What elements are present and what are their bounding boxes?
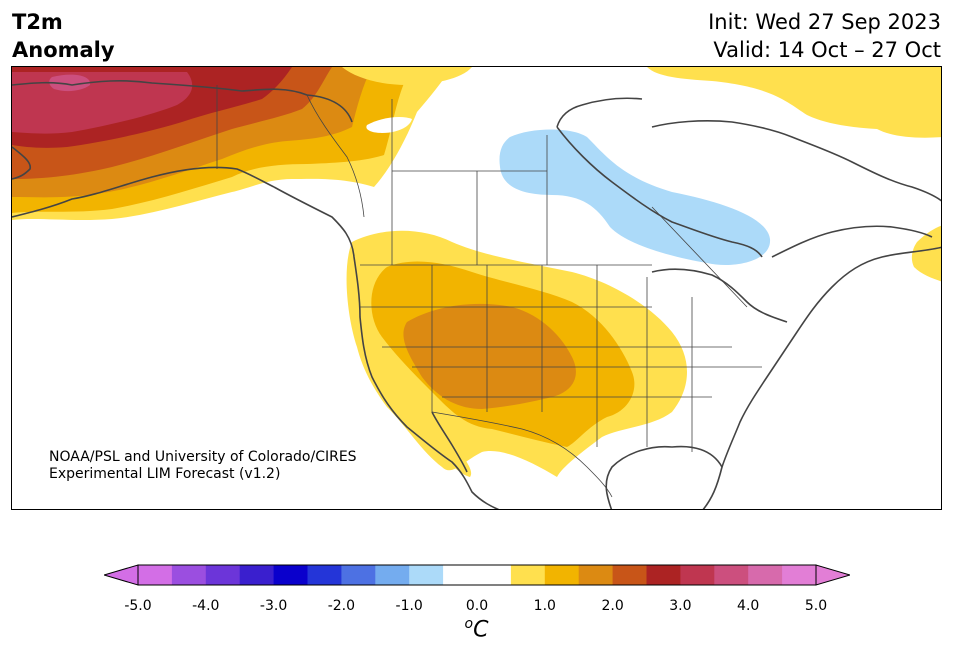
colorbar-cell [714, 565, 749, 585]
colorbar-cell [680, 565, 715, 585]
great-lakes [651, 268, 788, 323]
colorbar-cell [544, 565, 580, 585]
warm-anomaly-arctic-east [647, 67, 941, 138]
warm-anomaly-baja [430, 422, 472, 477]
colorbar-tick-labels: -5.0 -4.0 -3.0 -2.0 -1.0 0.0 1.0 2.0 3.0 4.0 5.0 [0, 598, 953, 618]
forecast-dates: Init: Wed 27 Sep 2023 Valid: 14 Oct – 27… [708, 8, 941, 64]
unit-letter: C [473, 617, 489, 643]
credit-line-2: Experimental LIM Forecast (v1.2) [49, 466, 281, 482]
warm-anomaly-northwest-4 [49, 74, 91, 92]
colorbar-cell [646, 565, 681, 585]
warm-anomaly-arctic-north [342, 67, 472, 85]
arctic-islands [651, 120, 941, 202]
alaska-south-coast [12, 166, 275, 218]
colorbar-tick-label: 3.0 [669, 598, 692, 614]
hudson-bay-west [556, 97, 643, 128]
warm-anomaly-west-2 [403, 303, 576, 409]
labrador-coast [771, 225, 933, 258]
coastlines [12, 80, 941, 509]
colorbar-cell [578, 565, 614, 585]
warm-anomaly-labrador [911, 225, 941, 282]
colorbar-tick-label: 1.0 [533, 598, 556, 614]
colorbar-tick-label: 4.0 [737, 598, 760, 614]
hudson-bay-coast [556, 126, 763, 258]
baja-coast [431, 411, 468, 473]
quantity-label: Anomaly [12, 38, 115, 62]
colorbar-cell [205, 565, 241, 585]
cold-anomaly-hudson-bay [499, 129, 771, 266]
colorbar-tick-label: 2.0 [601, 598, 624, 614]
colorbar-cell [375, 565, 410, 585]
variable-label: T2m [12, 10, 63, 34]
colorbar-cell [273, 565, 308, 585]
pacific-coast [273, 186, 500, 509]
credit-line-1: NOAA/PSL and University of Colorado/CIRE… [49, 449, 357, 465]
colorbar-tick-label: -3.0 [259, 598, 288, 614]
colorbar-cell [510, 565, 546, 585]
colorbar-cell [612, 565, 647, 585]
colorbar-tick-label: -5.0 [124, 598, 152, 614]
colorbar-tick-label: 0.0 [465, 598, 489, 614]
colorbar-cell [782, 565, 817, 585]
colorbar-over-arrow [815, 564, 850, 586]
colorbar-cell [409, 565, 444, 585]
colorbar-under-arrow [104, 564, 139, 586]
colorbar-cell [443, 565, 478, 585]
colorbar-cell [171, 565, 207, 585]
credit-text: NOAA/PSL and University of Colorado/CIRE… [49, 449, 357, 483]
anomaly-map-svg [12, 67, 941, 509]
alaska-southwest-coast [12, 146, 32, 180]
map-title: T2m Anomaly [12, 8, 115, 64]
colorbar-cell [239, 565, 275, 585]
atlantic-coast [721, 246, 941, 468]
ice-patch [366, 117, 412, 133]
ontario-quebec-border [651, 206, 748, 308]
colorbar-cells [138, 565, 817, 585]
valid-period: Valid: 14 Oct – 27 Oct [713, 38, 941, 62]
us-mexico-border [431, 411, 613, 498]
colorbar-cell [307, 565, 342, 585]
colorbar-cell [748, 565, 783, 585]
colorbar-tick-label: 5.0 [804, 598, 828, 614]
gulf-coast [605, 445, 723, 509]
anomaly-map [11, 66, 942, 510]
colorbar-tick-label: -4.0 [192, 598, 220, 614]
colorbar-cell [341, 565, 376, 585]
colorbar-tick-label: -1.0 [395, 598, 423, 614]
init-date: Init: Wed 27 Sep 2023 [708, 10, 941, 34]
political-borders [216, 85, 762, 498]
colorbar-unit: oC [0, 616, 953, 642]
colorbar [104, 564, 850, 586]
bc-alberta-border [306, 94, 365, 218]
colorbar-cell [138, 565, 173, 585]
colorbar-frame [137, 564, 817, 586]
unit-degree: o [464, 616, 474, 632]
colorbar-tick-label: -2.0 [327, 598, 356, 614]
colorbar-cell [477, 565, 512, 585]
